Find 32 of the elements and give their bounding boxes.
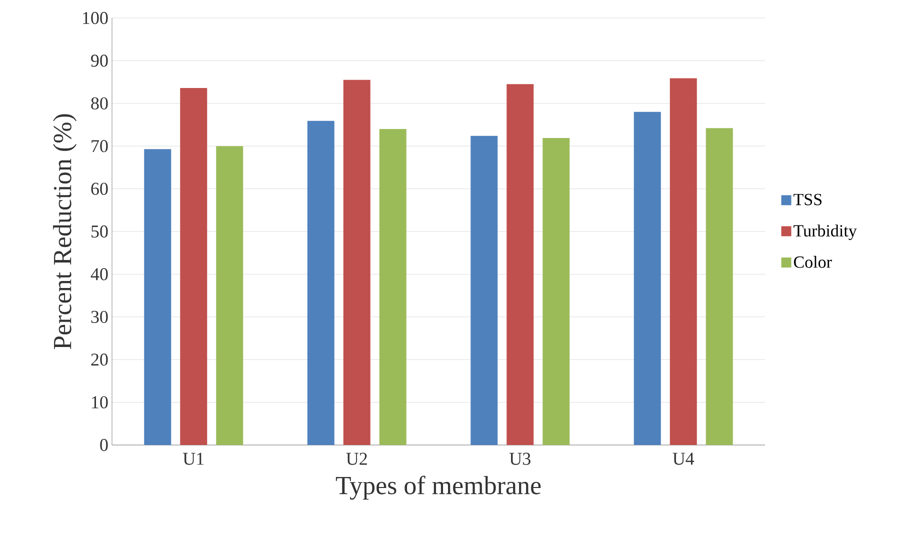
y-tick-label: 70 bbox=[92, 140, 108, 152]
bar bbox=[634, 112, 661, 445]
bar bbox=[216, 146, 244, 445]
legend-label: Color bbox=[794, 256, 832, 268]
x-tick-label: U1 bbox=[183, 452, 204, 465]
y-tick-label: 50 bbox=[92, 225, 108, 238]
bar bbox=[706, 128, 733, 445]
y-tick-label: 80 bbox=[91, 97, 108, 110]
y-tick-label: 90 bbox=[91, 54, 108, 67]
bar bbox=[506, 84, 534, 445]
y-tick-label: 100 bbox=[83, 12, 108, 24]
y-tick-label: 60 bbox=[91, 182, 108, 195]
bar bbox=[379, 129, 406, 445]
y-tick-label: 30 bbox=[91, 310, 108, 323]
bar bbox=[307, 120, 334, 445]
legend-label: Turbidity bbox=[794, 224, 857, 240]
bar bbox=[542, 138, 570, 445]
y-tick-label: 10 bbox=[92, 396, 108, 408]
bar bbox=[670, 78, 697, 445]
bar bbox=[180, 88, 208, 445]
x-axis-title: Types of membrane bbox=[336, 476, 541, 500]
bar bbox=[470, 136, 498, 445]
y-tick-label: 0 bbox=[100, 438, 108, 452]
y-axis-title: Percent Reduction (%) bbox=[53, 114, 77, 350]
x-tick-label: U3 bbox=[510, 452, 530, 465]
x-tick-label: U4 bbox=[672, 452, 694, 465]
legend-label: TSS bbox=[794, 194, 822, 206]
bar bbox=[343, 80, 370, 445]
x-tick-label: U2 bbox=[346, 452, 367, 465]
y-tick-label: 20 bbox=[91, 354, 108, 366]
bar bbox=[144, 149, 172, 445]
y-tick-label: 40 bbox=[90, 268, 108, 280]
